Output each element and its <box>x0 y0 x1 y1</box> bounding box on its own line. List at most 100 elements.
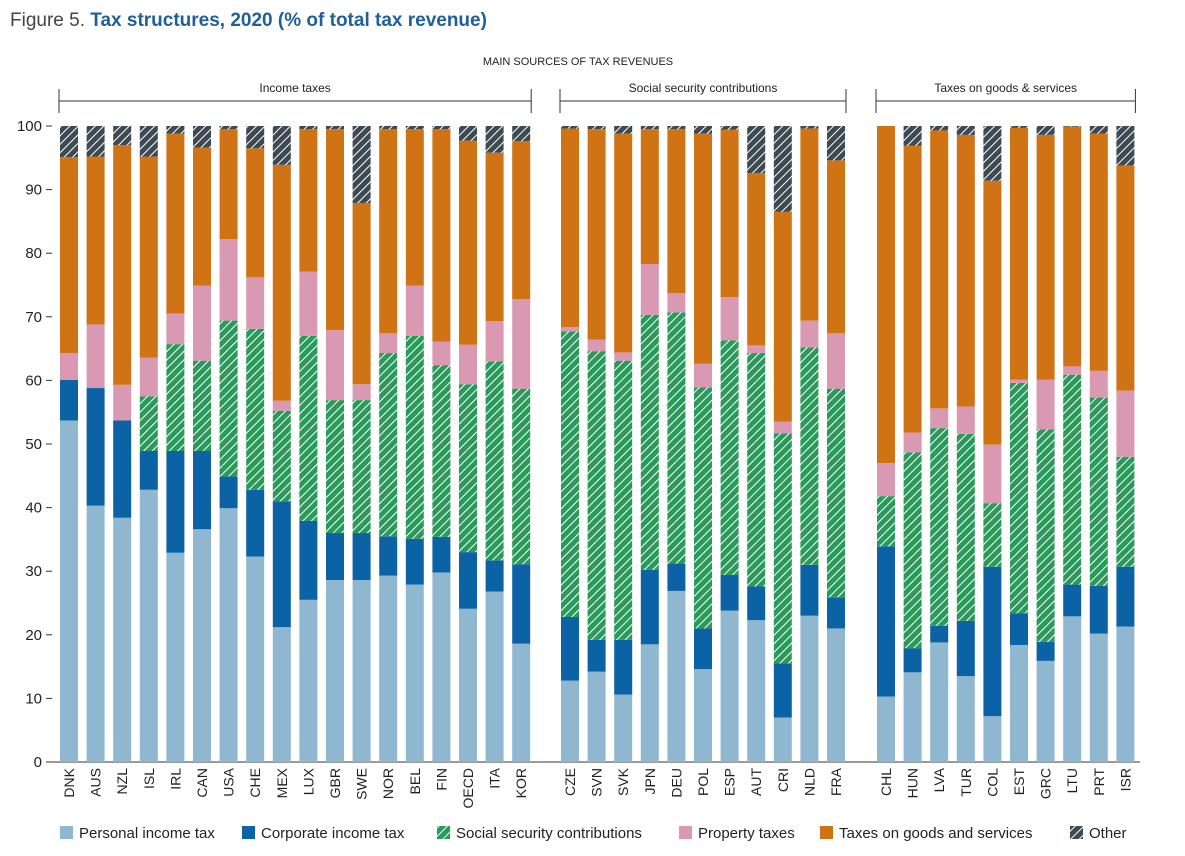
bar-segment-ssc-KOR <box>512 388 531 565</box>
bar-segment-prop-BEL <box>405 285 424 336</box>
bar-segment-prop-CZE <box>561 326 579 332</box>
bar-segment-pit-MEX <box>272 627 291 762</box>
bar-segment-prop-PRT <box>1089 370 1108 398</box>
bar-segment-other-NZL <box>113 126 132 146</box>
bar-segment-prop-SWE <box>352 384 371 401</box>
bar-segment-prop-CHL <box>877 463 895 497</box>
bar-segment-prop-ITA <box>485 321 504 362</box>
bar-segment-ssc-ESP <box>720 340 739 576</box>
bar-segment-prop-HUN <box>903 432 922 453</box>
bar-segment-cit-LVA <box>930 625 949 643</box>
y-tick-label: 20 <box>25 627 42 644</box>
bar-segment-prop-GRC <box>1036 379 1055 430</box>
bar-segment-goods-OECD <box>459 140 477 345</box>
bar-segment-ssc-CAN <box>193 360 211 451</box>
bar-segment-goods-SWE <box>352 202 371 385</box>
bar-segment-other-IRL <box>166 126 185 134</box>
country-label: ESP <box>722 768 738 796</box>
bar-segment-cit-NOR <box>379 536 398 576</box>
country-label: NLD <box>801 768 817 796</box>
bar-segment-ssc-CHE <box>246 328 265 490</box>
bar-segment-pit-ESP <box>720 610 739 762</box>
bar-segment-ssc-EST <box>1010 382 1028 614</box>
bar-segment-other-ISR <box>1116 126 1135 166</box>
country-label: CRI <box>775 768 791 792</box>
bar-segment-other-LVA <box>930 126 949 131</box>
y-tick-label: 50 <box>25 436 42 453</box>
bar-segment-cit-LUX <box>299 520 318 600</box>
legend-swatch-goods <box>820 826 833 839</box>
country-label: SVN <box>589 768 605 797</box>
bar-segment-ssc-ISR <box>1116 456 1135 567</box>
bar-segment-goods-DEU <box>667 129 686 294</box>
bar-segment-prop-SVK <box>614 352 633 361</box>
group-label: Social security contributions <box>629 81 778 95</box>
bar-segment-pit-DNK <box>60 420 78 762</box>
legend-label-ssc: Social security contributions <box>456 825 642 842</box>
country-label: CHE <box>247 768 263 798</box>
bar-segment-pit-ISL <box>139 489 158 762</box>
bar-segment-goods-LVA <box>930 130 949 409</box>
legend-swatch-other <box>1070 826 1083 839</box>
bar-segment-prop-NLD <box>800 320 819 348</box>
bar-segment-goods-EST <box>1010 127 1028 380</box>
bar-segment-other-LTU <box>1063 126 1082 127</box>
bar-segment-other-ITA <box>485 126 504 153</box>
bar-segment-goods-NLD <box>800 128 819 321</box>
bar-segment-pit-NOR <box>379 575 398 762</box>
bar-segment-ssc-SVK <box>614 360 633 640</box>
group-label: Taxes on goods & services <box>934 81 1077 95</box>
bar-segment-cit-ITA <box>485 560 504 592</box>
country-label: SVK <box>615 767 631 796</box>
bar-segment-cit-COL <box>983 566 1002 717</box>
country-label: DEU <box>668 768 684 798</box>
bar-segment-goods-CZE <box>561 128 579 327</box>
bar-segment-prop-OECD <box>459 344 477 385</box>
bar-segment-ssc-ITA <box>485 361 504 561</box>
bar-segment-pit-SVK <box>614 694 633 762</box>
bar-segment-cit-CHE <box>246 489 265 557</box>
bar-segment-other-SVN <box>587 126 606 130</box>
bar-segment-other-CHE <box>246 126 265 149</box>
bar-segment-other-TUR <box>956 126 975 135</box>
bar-segment-goods-DNK <box>60 157 78 354</box>
bar-segment-goods-PRT <box>1089 133 1108 371</box>
bar-segment-cit-AUT <box>747 586 766 621</box>
y-tick-label: 60 <box>25 372 42 389</box>
bar-segment-goods-BEL <box>405 129 424 286</box>
bar-segment-ssc-MEX <box>272 410 291 502</box>
bar-segment-prop-USA <box>219 239 238 321</box>
bar-segment-goods-ESP <box>720 129 739 298</box>
country-label: NZL <box>114 768 130 795</box>
country-label: GBR <box>327 768 343 798</box>
country-label: MEX <box>274 767 290 798</box>
bar-segment-pit-NLD <box>800 615 819 762</box>
bar-segment-pit-ISR <box>1116 626 1135 762</box>
country-label: NOR <box>380 768 396 799</box>
country-label: POL <box>695 768 711 796</box>
bar-segment-cit-NZL <box>113 420 132 518</box>
legend-swatch-cit <box>242 826 255 839</box>
country-label: LTU <box>1064 768 1080 793</box>
y-tick-label: 100 <box>17 118 42 135</box>
bar-segment-pit-DEU <box>667 590 686 762</box>
bar-segment-goods-USA <box>219 129 238 240</box>
bar-segment-other-DEU <box>667 126 686 130</box>
bar-segment-pit-SWE <box>352 580 371 762</box>
bar-segment-other-CRI <box>773 126 792 212</box>
bar-segment-goods-ISR <box>1116 165 1135 391</box>
bar-segment-goods-CAN <box>193 147 211 286</box>
bar-segment-cit-POL <box>694 628 712 670</box>
bar-segment-ssc-ISL <box>139 396 158 451</box>
bar-segment-cit-SVN <box>587 639 606 672</box>
bar-segment-cit-CAN <box>193 450 211 530</box>
bar-segment-pit-KOR <box>512 643 531 762</box>
country-label: COL <box>984 768 1000 797</box>
bar-segment-prop-ISR <box>1116 390 1135 457</box>
bar-segment-pit-POL <box>694 669 712 762</box>
bar-segment-cit-GRC <box>1036 641 1055 661</box>
bar-segment-pit-AUT <box>747 620 766 762</box>
bar-segment-prop-FIN <box>432 341 451 366</box>
bar-segment-prop-POL <box>694 363 712 388</box>
country-label: BEL <box>407 768 423 795</box>
